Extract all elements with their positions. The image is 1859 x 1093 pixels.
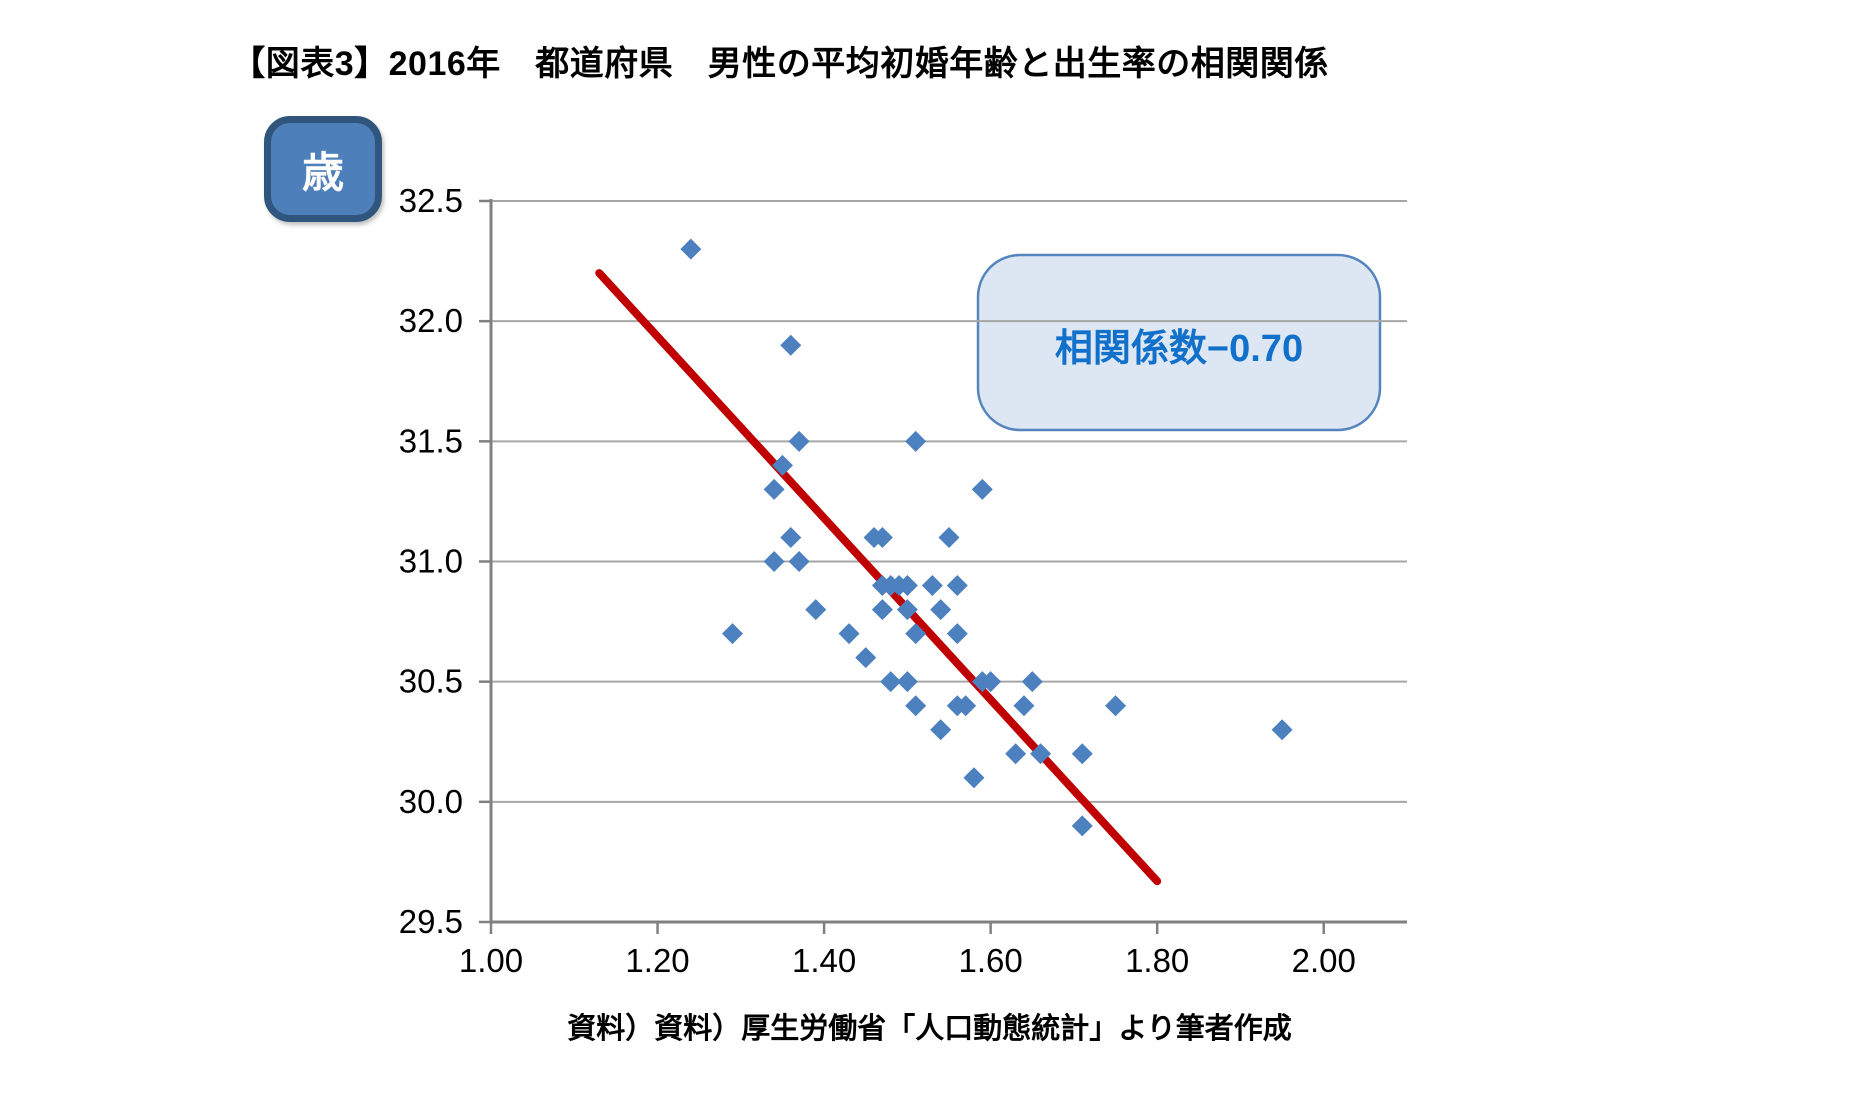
y-tick-label: 31.5 [399,422,463,459]
y-tick-label: 31.0 [399,543,463,580]
data-point [980,671,1002,693]
data-point [1030,743,1052,765]
y-tick-label: 29.5 [399,903,463,940]
data-point [871,599,893,621]
annotation-box [976,253,1382,432]
data-point [1271,719,1293,741]
y-tick-label: 30.5 [399,663,463,700]
y-tick-label: 32.5 [399,182,463,219]
data-point [788,430,810,452]
data-point [971,478,993,500]
data-point [938,526,960,548]
data-point [905,695,927,717]
data-point [805,599,827,621]
data-point [1005,743,1027,765]
data-point [896,599,918,621]
data-point [780,526,802,548]
y-axis-unit-label: 歳 [301,148,344,196]
x-tick-label: 1.80 [1125,942,1189,979]
data-point [1071,815,1093,837]
y-tick-label: 32.0 [399,302,463,339]
data-point [871,526,893,548]
data-point [763,551,785,572]
data-point [896,671,918,693]
data-point [955,695,977,717]
data-point [838,623,860,645]
x-tick-label: 2.00 [1292,942,1356,979]
source-note: 資料）資料）厚生労働省「人口動態統計」より筆者作成 [567,1013,1292,1045]
x-tick-label: 1.20 [625,942,689,979]
x-tick-label: 1.60 [959,942,1023,979]
data-point [921,575,943,597]
data-point [780,334,802,356]
data-point [905,430,927,452]
data-point [763,478,785,500]
trend-line [595,269,1162,886]
data-point [896,575,918,597]
data-point [963,767,985,789]
data-point [788,551,810,572]
data-point [880,671,902,693]
data-point [1021,671,1043,693]
y-axis-unit-badge: 歳 [264,116,382,222]
data-point [930,599,952,621]
chart-title: 【図表3】2016年 都道府県 男性の平均初婚年齢と出生率の相関関係 [231,45,1329,83]
annotation-text: 相関係数−0.70 [1055,328,1303,370]
data-point [680,238,702,260]
data-point [930,719,952,741]
data-point [1105,695,1127,717]
x-tick-label: 1.40 [792,942,856,979]
data-point [905,623,927,645]
data-point [1071,743,1093,765]
data-point [855,647,877,669]
data-point [946,623,968,645]
data-point [771,454,793,476]
x-tick-label: 1.00 [459,942,523,979]
data-point [946,575,968,597]
data-point [721,623,743,645]
y-tick-label: 30.0 [399,783,463,820]
data-point [1013,695,1035,717]
